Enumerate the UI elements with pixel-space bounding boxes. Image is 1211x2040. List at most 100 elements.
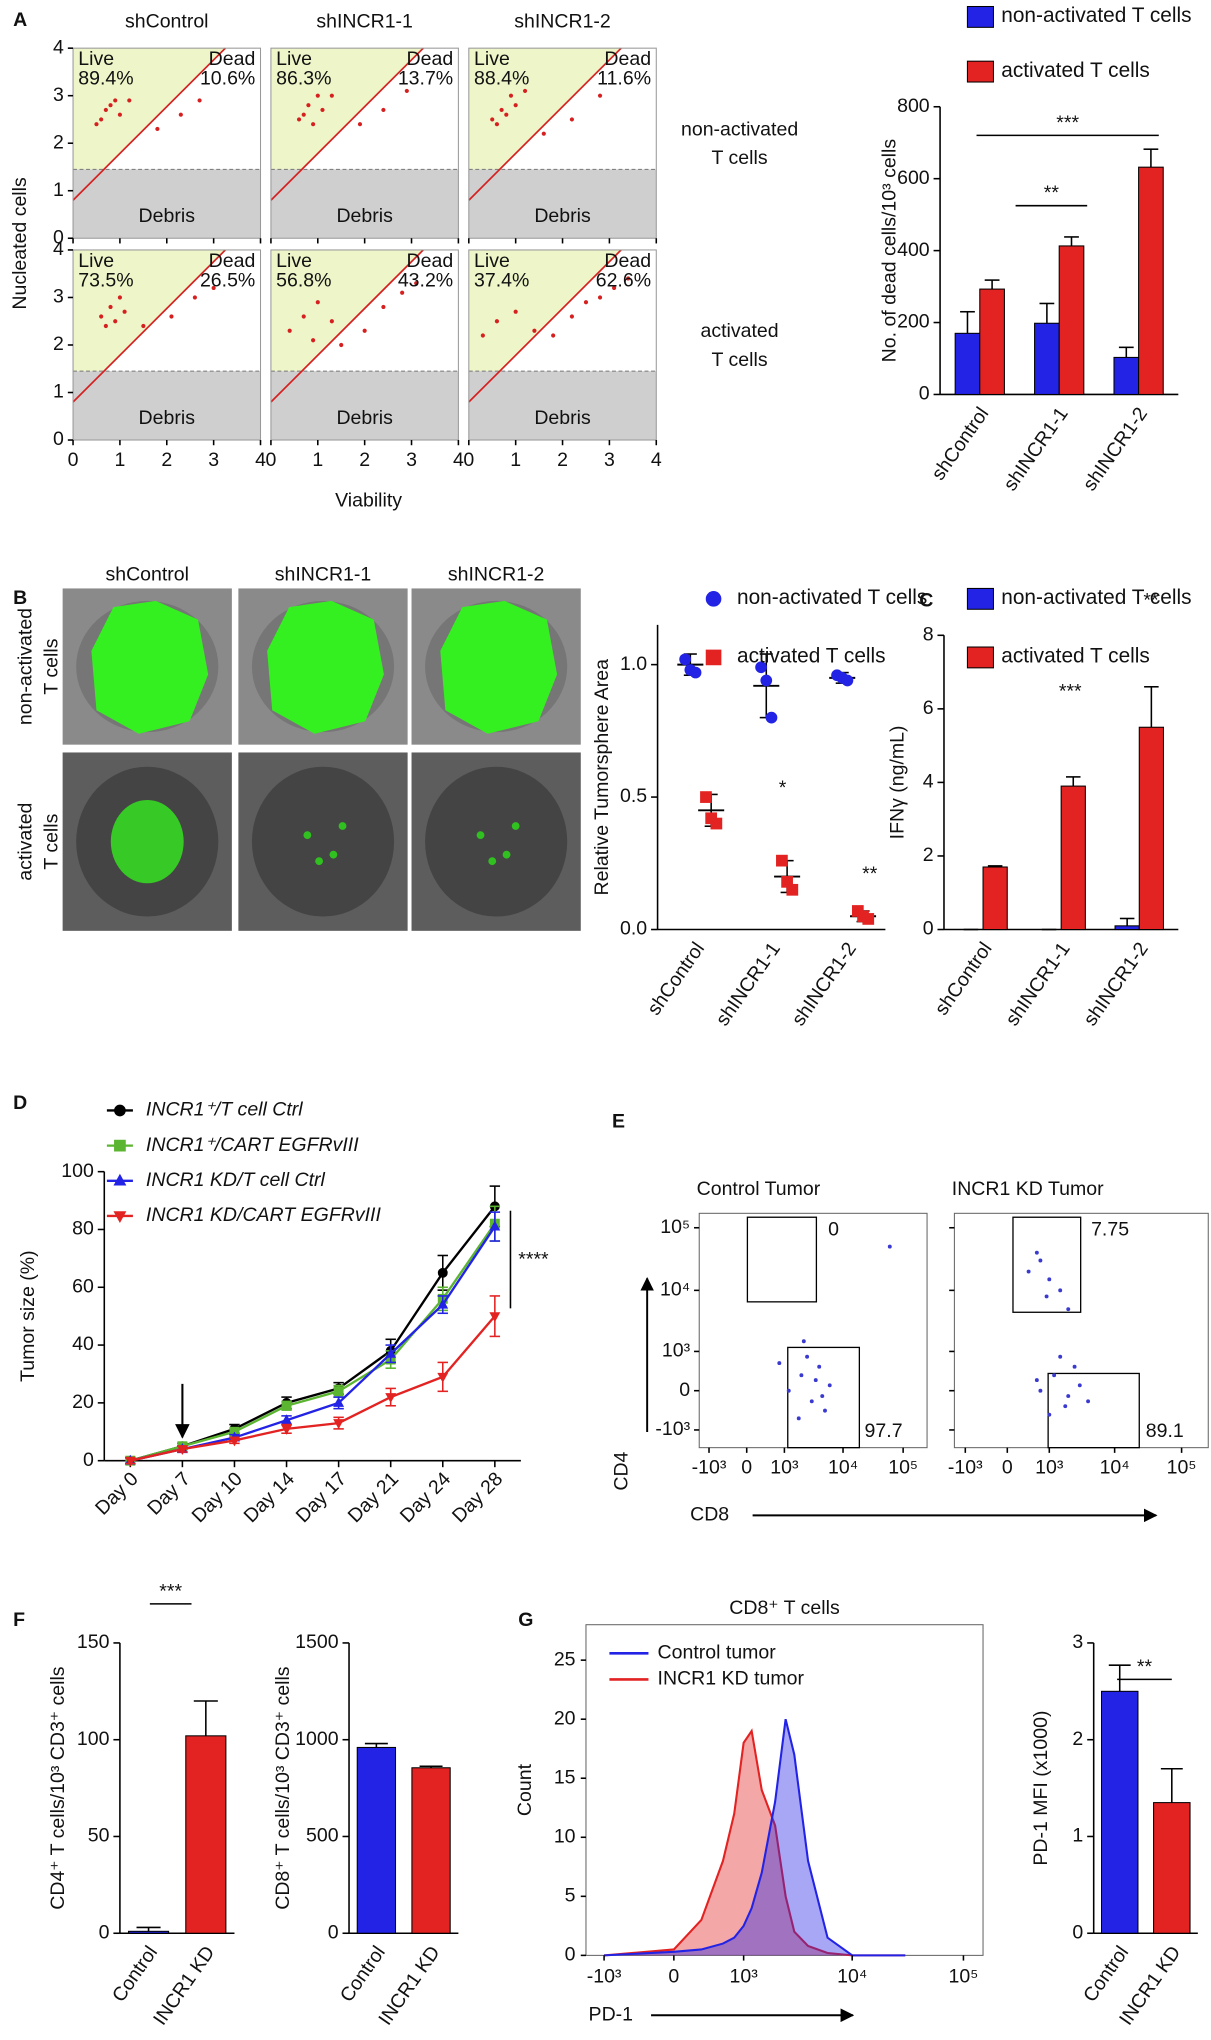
bar [411, 1767, 451, 1934]
event-dot [339, 342, 344, 348]
row-label: T cells [40, 813, 62, 869]
data-point [781, 875, 793, 888]
dead-gate-line [72, 249, 226, 403]
bar [982, 866, 1008, 931]
bar [185, 1735, 227, 1934]
fluorescence [502, 850, 511, 859]
event-dot [820, 1394, 825, 1399]
event-dot [551, 333, 556, 338]
event-dot [786, 1388, 791, 1393]
x-tick-label: 1 [312, 449, 323, 471]
y-axis-label: Tumor size (%) [17, 1250, 39, 1382]
legend-label: INCR1 KD tumor [658, 1668, 805, 1690]
event-dot [513, 103, 518, 108]
series-line [130, 1315, 496, 1462]
event-dot [504, 112, 509, 117]
fluorescence [303, 831, 312, 840]
data-point [437, 1372, 449, 1383]
legend-marker [114, 1104, 126, 1117]
y-tick-label: 10³ [662, 1340, 691, 1362]
gate-name: Dead [407, 250, 454, 272]
debris-gate [270, 169, 459, 239]
significance-label: ** [1143, 590, 1159, 612]
gate-name: Live [474, 250, 510, 272]
fluorescence [91, 600, 209, 734]
gate-percent: 11.6% [597, 68, 651, 90]
row-label: non-activated [14, 608, 36, 725]
gate-percent: 43.2% [398, 269, 453, 291]
event-dot [1038, 1258, 1043, 1263]
y-axis-label: PD-1 MFI (x1000) [1030, 1711, 1052, 1866]
debris-gate [468, 371, 657, 441]
event-dot [1058, 1288, 1063, 1293]
gate-name: Debris [336, 205, 393, 227]
panel-label: E [612, 1110, 625, 1132]
gate-name: Dead [604, 250, 651, 272]
event-dot [315, 300, 320, 305]
gate-name: Live [78, 48, 114, 70]
bar [356, 1746, 397, 1934]
data-point [333, 1396, 345, 1407]
legend-label: INCR1 KD/CART EGFRvIII [146, 1204, 382, 1226]
event-dot [1034, 1250, 1039, 1255]
x-tick-label: -10³ [948, 1457, 983, 1479]
y-tick-label: 0 [1072, 1921, 1083, 1943]
y-tick-label: 600 [897, 167, 930, 189]
gate-name: Dead [209, 250, 256, 272]
event-dot [777, 1361, 782, 1366]
event-dot [178, 112, 183, 117]
event-dot [99, 314, 104, 319]
event-dot [320, 107, 325, 113]
gate-value: 89.1 [1146, 1420, 1184, 1442]
y-tick-label: 100 [77, 1728, 110, 1750]
data-point [333, 1386, 344, 1397]
event-dot [122, 309, 127, 314]
data-point [437, 1298, 449, 1309]
column-title: shINCR1-2 [514, 10, 611, 32]
y-tick-label: 3 [53, 286, 64, 308]
y-axis-label: No. of dead cells/10³ cells [879, 139, 901, 363]
event-dot [362, 328, 367, 333]
event-dot [381, 107, 386, 113]
event-dot [494, 122, 500, 127]
legend-label: activated T cells [736, 645, 886, 668]
event-dot [94, 122, 99, 127]
y-tick-label: 20 [72, 1391, 94, 1413]
y-tick-label: 4 [923, 771, 934, 793]
significance-label: ** [862, 863, 878, 885]
y-tick-label: 2 [53, 131, 64, 153]
event-dot [1047, 1412, 1052, 1417]
gate-name: Dead [209, 48, 256, 70]
y-tick-label: 0 [923, 918, 934, 940]
plot-frame [585, 1624, 984, 1956]
event-dot [626, 276, 631, 281]
y-tick-label: 1 [53, 381, 64, 403]
x-tick-label: 4 [651, 449, 662, 471]
data-point [489, 1312, 501, 1323]
x-tick-label: -10³ [692, 1457, 727, 1479]
gate-percent: 56.8% [276, 269, 331, 291]
event-dot [1058, 1354, 1063, 1359]
y-tick-label: 2 [1072, 1728, 1083, 1750]
event-dot [799, 1373, 804, 1378]
panel-label: C [919, 590, 933, 612]
y-tick-label: 0.5 [620, 785, 647, 807]
data-point [281, 1414, 292, 1425]
x-tick-label: 10³ [1035, 1457, 1064, 1479]
legend-label: activated T cells [1001, 59, 1150, 83]
x-tick-label: -10³ [587, 1966, 622, 1988]
bar [954, 332, 981, 395]
row-label: T cells [40, 638, 62, 694]
row-label: T cells [712, 349, 768, 371]
event-dot [796, 1416, 801, 1421]
gate-value: 97.7 [865, 1420, 903, 1442]
legend-label: INCR1⁺/CART EGFRvIII [146, 1134, 359, 1156]
gate [1012, 1216, 1082, 1313]
event-dot [301, 314, 306, 319]
y-tick-label: 0 [679, 1379, 690, 1401]
row-label: activated [701, 320, 779, 342]
event-dot [296, 117, 302, 122]
debris-gate [468, 169, 657, 239]
legend-swatch [966, 60, 994, 83]
y-tick-label: 3 [53, 84, 64, 106]
